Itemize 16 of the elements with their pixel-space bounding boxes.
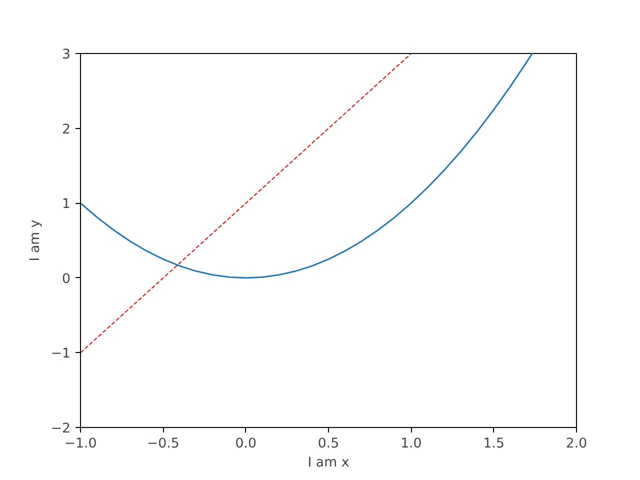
y-tick-label: 3 [62,48,71,62]
x-tick-label: −1.0 [64,436,97,452]
y-tick-label: 1 [62,197,71,212]
y-tick-label: 0 [62,272,71,287]
line-series [80,54,533,279]
x-tick-label: 1.5 [483,436,504,452]
y-tick-label: 2 [62,122,71,138]
x-tick-label: −0.5 [146,436,180,452]
x-tick-label: 0.5 [318,436,340,452]
y-axis-title: I am y [28,220,43,262]
x-tick-label: 1.0 [400,436,422,452]
x-axis-title: I am x [308,456,350,470]
y-tick-label: −2 [50,422,71,436]
x-tick-label: 0.0 [235,436,256,452]
x-tick-label: 2.0 [566,436,588,452]
y-tick-label: −1 [50,346,71,362]
